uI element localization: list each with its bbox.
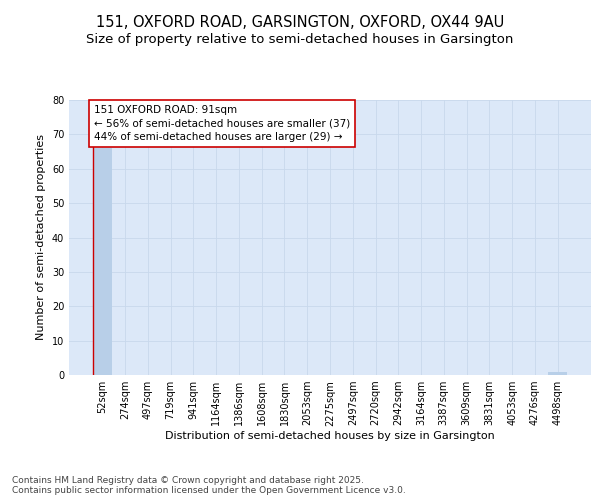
Bar — [548, 372, 567, 375]
Text: Size of property relative to semi-detached houses in Garsington: Size of property relative to semi-detach… — [86, 32, 514, 46]
Text: Contains HM Land Registry data © Crown copyright and database right 2025.
Contai: Contains HM Land Registry data © Crown c… — [12, 476, 406, 495]
Bar — [93, 148, 112, 375]
Y-axis label: Number of semi-detached properties: Number of semi-detached properties — [36, 134, 46, 340]
Text: 151, OXFORD ROAD, GARSINGTON, OXFORD, OX44 9AU: 151, OXFORD ROAD, GARSINGTON, OXFORD, OX… — [96, 15, 504, 30]
X-axis label: Distribution of semi-detached houses by size in Garsington: Distribution of semi-detached houses by … — [165, 431, 495, 441]
Text: 151 OXFORD ROAD: 91sqm
← 56% of semi-detached houses are smaller (37)
44% of sem: 151 OXFORD ROAD: 91sqm ← 56% of semi-det… — [94, 105, 350, 142]
